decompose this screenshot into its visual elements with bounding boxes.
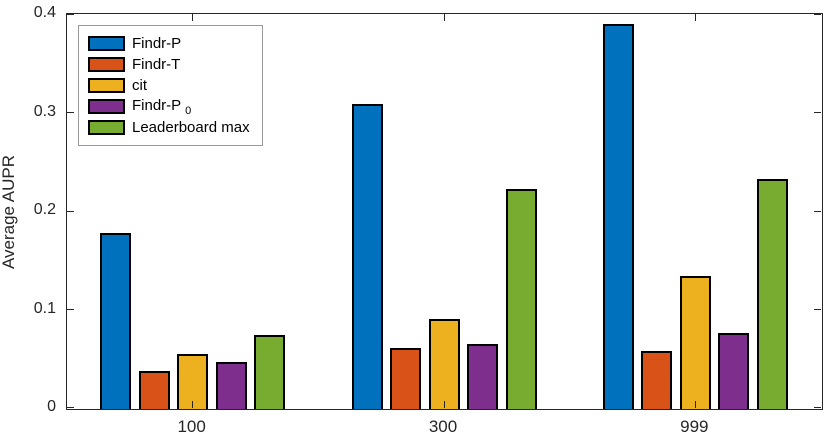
x-tick-top bbox=[694, 14, 697, 21]
legend-swatch bbox=[88, 120, 125, 135]
legend-entry-findr-t: Findr-T bbox=[88, 54, 250, 75]
legend: Findr-P Findr-T cit Findr-P 0 Leaderboard ma… bbox=[78, 25, 263, 146]
y-tick-right bbox=[814, 407, 821, 409]
y-tick-left bbox=[67, 112, 74, 114]
y-tick-right bbox=[814, 210, 821, 212]
bar-findr-p-300 bbox=[351, 103, 383, 409]
legend-entry-cit: cit bbox=[88, 75, 250, 96]
y-tick-right bbox=[814, 309, 821, 311]
plot-area: Findr-P Findr-T cit Findr-P 0 Leaderboard ma… bbox=[66, 13, 823, 410]
bar-leaderboard-max-100 bbox=[254, 335, 286, 409]
y-tick-left bbox=[67, 309, 74, 311]
bar-leaderboard-max-999 bbox=[756, 178, 788, 409]
legend-entry-findr-p0: Findr-P 0 bbox=[88, 96, 250, 117]
bar-findr-p-100 bbox=[100, 232, 132, 409]
y-tick-label: 0.4 bbox=[33, 4, 56, 21]
y-tick-label: 0.2 bbox=[33, 201, 56, 218]
legend-label: Leaderboard max bbox=[132, 119, 250, 136]
y-tick-label: 0.3 bbox=[33, 102, 56, 120]
bar-findr-p0-999 bbox=[718, 333, 750, 409]
x-tick-label-300: 300 bbox=[428, 417, 458, 436]
bar-cit-300 bbox=[428, 319, 460, 409]
legend-entry-leaderboard-max: Leaderboard max bbox=[88, 117, 250, 138]
legend-entry-findr-p: Findr-P bbox=[88, 33, 250, 54]
bar-findr-p-999 bbox=[602, 23, 634, 409]
x-tick-label-100: 100 bbox=[177, 417, 206, 436]
bar-findr-t-300 bbox=[390, 347, 421, 409]
bar-findr-t-999 bbox=[641, 350, 673, 409]
legend-label: cit bbox=[132, 77, 147, 94]
bar-leaderboard-max-300 bbox=[505, 189, 537, 409]
legend-swatch bbox=[88, 57, 125, 72]
legend-label: Findr-P bbox=[132, 35, 182, 52]
x-tick-bottom bbox=[192, 401, 194, 408]
x-tick-top bbox=[443, 14, 445, 21]
y-tick-right bbox=[814, 14, 821, 16]
bar-cit-999 bbox=[679, 276, 711, 409]
bar-cit-100 bbox=[177, 353, 209, 409]
y-tick-label: 0.1 bbox=[33, 299, 56, 317]
y-tick-label: 0 bbox=[47, 398, 56, 415]
x-tick-bottom bbox=[694, 401, 697, 408]
legend-swatch bbox=[88, 36, 125, 51]
legend-swatch bbox=[88, 99, 125, 114]
y-tick-left bbox=[67, 14, 74, 16]
legend-label: Findr-P 0 bbox=[132, 96, 192, 117]
legend-label: Findr-T bbox=[132, 56, 181, 73]
y-tick-right bbox=[814, 112, 821, 114]
bar-findr-p0-300 bbox=[467, 344, 498, 409]
bar-findr-t-100 bbox=[138, 370, 170, 409]
y-tick-left bbox=[67, 210, 74, 212]
y-tick-left bbox=[67, 407, 74, 409]
legend-swatch bbox=[88, 78, 125, 93]
x-tick-top bbox=[192, 14, 194, 21]
bar-findr-p0-100 bbox=[215, 361, 247, 409]
x-tick-label-999: 999 bbox=[680, 417, 709, 436]
x-tick-bottom bbox=[443, 401, 445, 408]
